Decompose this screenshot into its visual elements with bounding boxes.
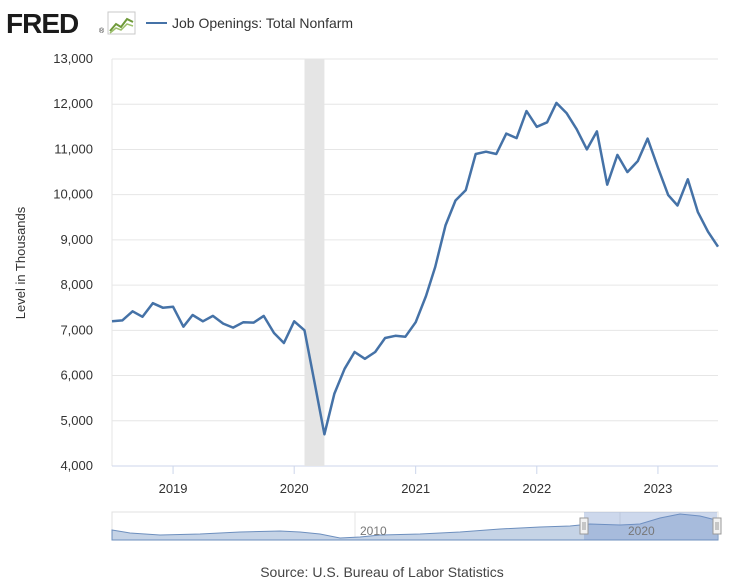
registered-mark: ® — [99, 27, 105, 35]
y-tick-label: 7,000 — [60, 322, 93, 337]
grid-lines — [111, 58, 718, 467]
x-tick-label: 2023 — [643, 481, 672, 496]
navigator[interactable]: 2010 2020 — [111, 511, 722, 541]
navigator-handle-right[interactable] — [712, 517, 722, 535]
y-tick-label: 8,000 — [60, 277, 93, 292]
x-tick-label: 2022 — [522, 481, 551, 496]
x-tick-label: 2019 — [159, 481, 188, 496]
series-line-job-openings[interactable] — [111, 101, 720, 436]
navigator-handle-left[interactable] — [579, 517, 589, 535]
y-tick-label: 5,000 — [60, 413, 93, 428]
y-axis-label: Level in Thousands — [13, 206, 28, 319]
source-note: Source: U.S. Bureau of Labor Statistics — [260, 564, 504, 580]
navigator-series-area — [111, 513, 719, 541]
x-tick-label: 2021 — [401, 481, 430, 496]
y-tick-label: 11,000 — [54, 141, 93, 156]
y-tick-label: 6,000 — [60, 368, 93, 383]
recession-band — [304, 59, 325, 466]
y-axis: 4,000 5,000 6,000 7,000 8,000 9,000 10,000 11,0… — [53, 51, 93, 473]
x-tick-label: 2020 — [280, 481, 309, 496]
navigator-selected-range[interactable] — [584, 512, 717, 540]
series-points — [111, 101, 720, 435]
y-tick-label: 12,000 — [53, 96, 93, 111]
y-tick-label: 13,000 — [53, 51, 93, 66]
y-tick-label: 10,000 — [53, 187, 93, 202]
y-tick-label: 4,000 — [60, 458, 93, 473]
legend-label[interactable]: Job Openings: Total Nonfarm — [172, 15, 353, 31]
fred-graph-icon — [107, 11, 136, 35]
x-axis: 2019 2020 2021 2022 2023 — [159, 466, 672, 496]
navigator-tick-2020: 2020 — [628, 524, 655, 538]
navigator-tick-2010: 2010 — [360, 524, 387, 538]
fred-logo[interactable]: FRED — [6, 8, 80, 39]
y-tick-label: 9,000 — [60, 232, 93, 247]
